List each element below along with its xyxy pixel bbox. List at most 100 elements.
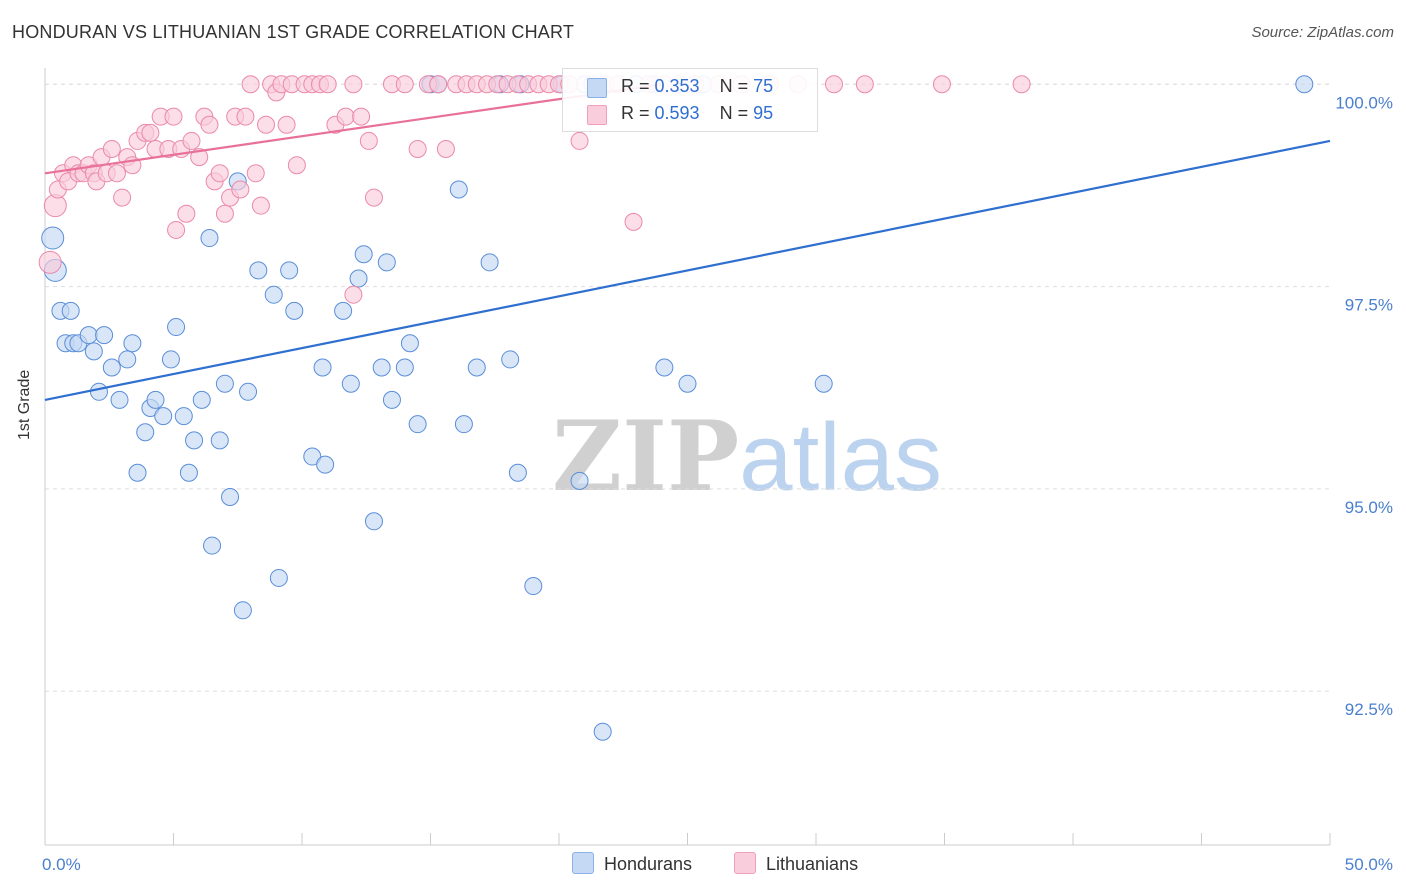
point-lithuanians (190, 148, 209, 167)
legend-n-label: N = (719, 76, 754, 96)
chart-title: HONDURAN VS LITHUANIAN 1ST GRADE CORRELA… (12, 22, 575, 42)
point-lithuanians (141, 123, 160, 142)
point-hondurans (449, 180, 468, 199)
point-hondurans (467, 358, 486, 377)
point-lithuanians (570, 131, 589, 150)
point-hondurans (372, 358, 391, 377)
point-hondurans (200, 229, 219, 248)
point-lithuanians (318, 75, 337, 94)
point-hondurans (89, 382, 108, 401)
point-hondurans (570, 471, 589, 490)
point-hondurans (524, 577, 543, 596)
data-points (38, 75, 1314, 741)
point-lithuanians (107, 164, 126, 183)
legend-text-hondurans: R = 0.353 N = 75 (621, 76, 773, 97)
axes (44, 68, 1331, 846)
legend-swatch-lithuanians (587, 105, 607, 125)
point-lithuanians (932, 75, 951, 94)
stats-legend: R = 0.353 N = 75 R = 0.593 N = 95 (562, 68, 818, 132)
point-hondurans (364, 512, 383, 531)
legend-text-lithuanians: R = 0.593 N = 95 (621, 103, 773, 124)
point-hondurans (102, 358, 121, 377)
point-hondurans (480, 253, 499, 272)
y-tick-label: 97.5% (1345, 296, 1393, 315)
point-lithuanians (246, 164, 265, 183)
point-lithuanians (164, 107, 183, 126)
point-hondurans (501, 350, 520, 369)
y-tick-label: 95.0% (1345, 498, 1393, 517)
point-hondurans (161, 350, 180, 369)
point-hondurans (678, 374, 697, 393)
point-hondurans (239, 382, 258, 401)
point-hondurans (395, 358, 414, 377)
point-lithuanians (408, 140, 427, 159)
point-hondurans (179, 463, 198, 482)
point-hondurans (146, 390, 165, 409)
point-hondurans (95, 326, 114, 345)
point-hondurans (110, 390, 129, 409)
point-lithuanians (855, 75, 874, 94)
legend-swatch-hondurans (587, 78, 607, 98)
trend-lines (44, 83, 1331, 401)
bottom-legend-label-lithuanians: Lithuanians (766, 854, 859, 874)
point-lithuanians (359, 131, 378, 150)
point-lithuanians (241, 75, 260, 94)
point-lithuanians (113, 188, 132, 207)
point-lithuanians (38, 250, 62, 274)
point-lithuanians (215, 204, 234, 223)
point-lithuanians (364, 188, 383, 207)
bottom-legend-swatch-hondurans (572, 852, 594, 874)
legend-r-label: R = (621, 76, 655, 96)
point-hondurans (349, 269, 368, 288)
point-hondurans (316, 455, 335, 474)
point-lithuanians (287, 156, 306, 175)
trend-line-lithuanians (44, 83, 662, 175)
point-lithuanians (200, 115, 219, 134)
watermark-atlas: atlas (739, 404, 942, 511)
bottom-legend-lithuanians: Lithuanians (734, 852, 858, 875)
point-lithuanians (395, 75, 414, 94)
legend-r-value: 0.353 (654, 76, 700, 96)
point-lithuanians (344, 285, 363, 304)
point-hondurans (593, 722, 612, 741)
point-hondurans (334, 301, 353, 320)
point-hondurans (136, 423, 155, 442)
tick-labels: 92.5% 95.0% 97.5% 100.0% 0.0% 50.0% (42, 93, 1393, 874)
point-hondurans (41, 226, 65, 250)
point-lithuanians (257, 115, 276, 134)
point-hondurans (382, 390, 401, 409)
point-hondurans (814, 374, 833, 393)
point-hondurans (185, 431, 204, 450)
point-hondurans (313, 358, 332, 377)
point-lithuanians (231, 180, 250, 199)
legend-n-value: 75 (753, 76, 774, 96)
point-hondurans (285, 301, 304, 320)
legend-r-value: 0.593 (654, 103, 700, 123)
point-lithuanians (436, 140, 455, 159)
x-tick-label-max: 50.0% (1345, 855, 1393, 874)
point-hondurans (341, 374, 360, 393)
point-hondurans (508, 463, 527, 482)
point-hondurans (269, 568, 288, 587)
bottom-legend-label-hondurans: Hondurans (604, 854, 693, 874)
point-hondurans (400, 334, 419, 353)
point-hondurans (655, 358, 674, 377)
point-lithuanians (336, 107, 355, 126)
point-hondurans (454, 415, 473, 434)
point-hondurans (233, 601, 252, 620)
point-hondurans (167, 318, 186, 337)
point-lithuanians (182, 131, 201, 150)
point-hondurans (408, 415, 427, 434)
trend-line-hondurans (44, 139, 1331, 401)
point-lithuanians (624, 212, 643, 231)
chart-source: Source: ZipAtlas.com (1251, 24, 1394, 41)
watermark-zip: ZIP (552, 400, 740, 513)
point-hondurans (154, 407, 173, 426)
point-hondurans (192, 390, 211, 409)
legend-r-label: R = (621, 103, 655, 123)
point-hondurans (174, 407, 193, 426)
point-hondurans (128, 463, 147, 482)
point-hondurans (84, 342, 103, 361)
y-tick-label: 92.5% (1345, 700, 1393, 719)
